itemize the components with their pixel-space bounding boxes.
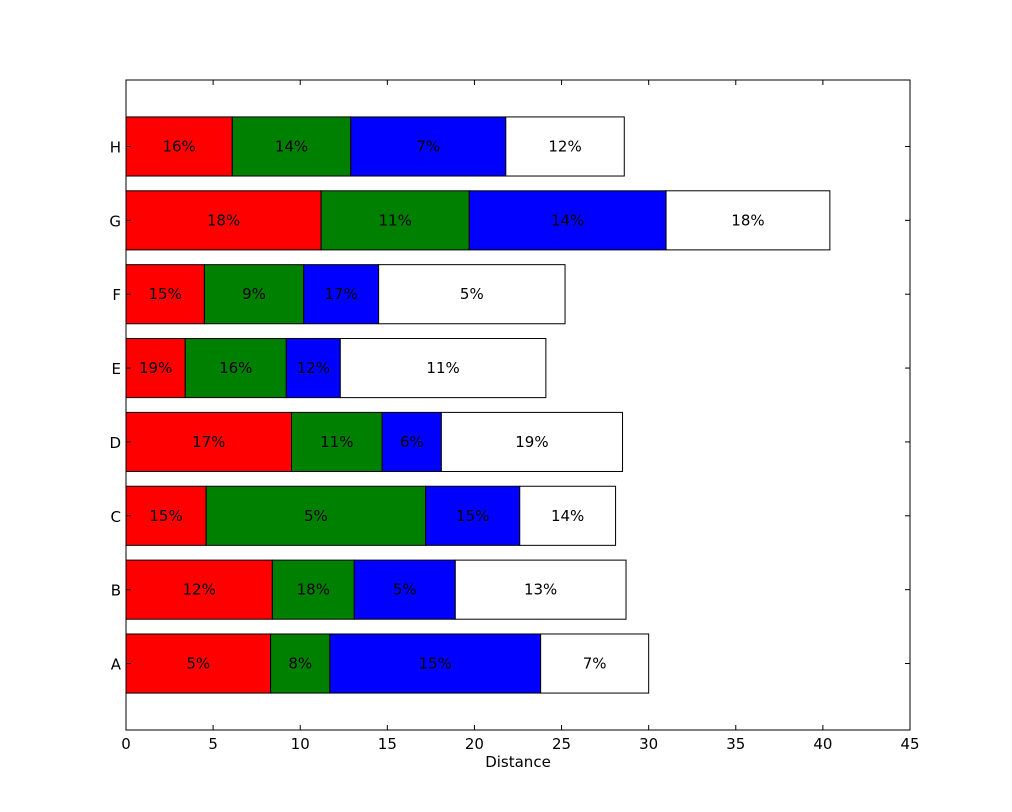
bar-segment-D-2 [291,411,383,472]
bar-segment-H-1 [125,116,233,177]
y-tick-label-B: B [111,582,121,600]
bar-segment-C-2 [205,485,427,546]
y-tick-label-F: F [112,286,121,304]
segment-label-D-1: 17% [192,433,225,451]
segment-label-A-2: 8% [288,655,312,673]
segment-label-A-4: 7% [583,655,607,673]
y-tick-label-D: D [109,434,121,452]
segment-label-B-1: 12% [183,581,216,599]
x-tick-label-10: 10 [291,735,310,753]
segment-label-D-3: 6% [400,433,424,451]
bar-segment-G-4 [665,190,831,251]
x-tick-label-25: 25 [552,735,571,753]
bar-segment-C-3 [425,485,521,546]
segment-label-D-4: 19% [515,433,548,451]
bar-segment-D-1 [125,411,293,472]
bar-segment-B-2 [271,559,355,620]
segment-label-C-1: 15% [149,507,182,525]
x-tick-label-20: 20 [465,735,484,753]
bar-segment-F-4 [378,264,566,325]
segment-label-G-1: 18% [207,211,240,229]
segment-label-H-4: 12% [548,137,581,155]
bar-segment-D-4 [440,411,624,472]
segment-label-A-3: 15% [419,655,452,673]
segment-label-C-3: 15% [456,507,489,525]
x-tick-label-30: 30 [639,735,658,753]
bar-segment-H-3 [350,116,507,177]
segment-label-C-4: 14% [551,507,584,525]
bar-segment-A-2 [270,633,331,694]
plot-frame [125,79,911,731]
bar-segment-F-1 [125,264,205,325]
segment-label-H-2: 14% [275,137,308,155]
bar-segment-A-4 [540,633,650,694]
bar-segment-H-2 [231,116,352,177]
segment-label-E-2: 16% [219,359,252,377]
segment-label-B-4: 13% [524,581,557,599]
segment-label-B-3: 5% [393,581,417,599]
x-tick-label-5: 5 [208,735,218,753]
segment-label-E-4: 11% [426,359,459,377]
y-tick-label-C: C [111,508,121,526]
bar-segment-H-4 [505,116,625,177]
x-tick-label-35: 35 [726,735,745,753]
segment-label-G-4: 18% [731,211,764,229]
bar-segment-E-4 [339,338,547,399]
bar-segment-G-1 [125,190,322,251]
y-tick-label-E: E [112,360,121,378]
bar-segment-F-3 [303,264,380,325]
y-tick-label-A: A [111,656,122,674]
bar-segment-D-3 [381,411,442,472]
y-tick-label-G: G [109,212,121,230]
segment-label-G-3: 14% [551,211,584,229]
segment-label-G-2: 11% [379,211,412,229]
y-tick-label-H: H [110,138,121,156]
bar-segment-C-4 [519,485,617,546]
x-axis-ticks: 0 5 10 15 20 25 30 35 40 45 [121,80,920,753]
segment-label-B-2: 18% [297,581,330,599]
x-axis-label: Distance [485,753,551,771]
segment-label-H-3: 7% [416,137,440,155]
bar-segment-E-2 [184,338,287,399]
bar-segment-A-3 [329,633,542,694]
x-tick-label-45: 45 [900,735,919,753]
bar-segment-A-1 [125,633,272,694]
segment-label-E-1: 19% [139,359,172,377]
segment-label-C-2: 5% [304,507,328,525]
bar-segment-G-2 [320,190,470,251]
bar-segment-B-4 [454,559,627,620]
segment-label-H-1: 16% [162,137,195,155]
bar-segment-E-3 [285,338,341,399]
segment-label-F-3: 17% [324,285,357,303]
segment-label-E-3: 12% [297,359,330,377]
segment-label-F-2: 9% [242,285,266,303]
y-axis-ticks: A B C D E F G H [109,138,910,674]
bar-segment-F-2 [203,264,305,325]
segment-label-D-2: 11% [320,433,353,451]
bar-segment-B-3 [353,559,456,620]
bars-layer [125,116,831,694]
x-tick-label-15: 15 [378,735,397,753]
segment-label-F-1: 15% [149,285,182,303]
x-tick-label-0: 0 [121,735,131,753]
segment-label-F-4: 5% [460,285,484,303]
segment-labels-layer: 5% 8% 15% 7% 12% 18% 5% 13% 15% 5% 15% 14% 17% 11% 6% 1… [139,137,765,672]
bar-segment-E-1 [125,338,186,399]
segment-label-A-1: 5% [186,655,210,673]
x-tick-label-40: 40 [813,735,832,753]
bar-segment-B-1 [125,559,273,620]
